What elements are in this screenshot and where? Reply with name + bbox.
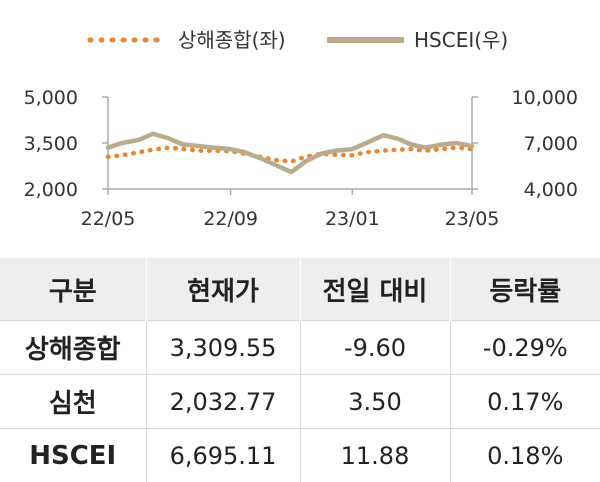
y-left-tick-label: 5,000 bbox=[24, 87, 78, 109]
row-name: 상해종합 bbox=[0, 321, 146, 375]
y-left-tick-label: 2,000 bbox=[24, 179, 78, 201]
table-row: HSCEI 6,695.11 11.88 0.18% bbox=[0, 429, 600, 482]
series-line-shanghai bbox=[108, 148, 472, 162]
x-tick-label: 23/05 bbox=[445, 208, 500, 230]
header-current-price: 현재가 bbox=[146, 258, 300, 321]
row-change: 11.88 bbox=[300, 429, 450, 482]
y-right-tick-label: 7,000 bbox=[524, 133, 578, 155]
y-left-tick-label: 3,500 bbox=[24, 133, 78, 155]
row-rate: -0.29% bbox=[450, 321, 600, 375]
row-change: 3.50 bbox=[300, 375, 450, 429]
row-price: 6,695.11 bbox=[146, 429, 300, 482]
header-category: 구분 bbox=[0, 258, 146, 321]
header-change: 전일 대비 bbox=[300, 258, 450, 321]
x-tick-label: 22/05 bbox=[81, 208, 136, 230]
row-name: HSCEI bbox=[0, 429, 146, 482]
index-line-chart: 상해종합(좌) HSCEI(우) 2,000 3,500 5,000 4,000 7,0… bbox=[0, 0, 600, 250]
row-change: -9.60 bbox=[300, 321, 450, 375]
y-right-tick-label: 4,000 bbox=[524, 179, 578, 201]
chart-series-layer bbox=[108, 134, 472, 173]
y-right-tick-label: 10,000 bbox=[512, 87, 578, 109]
legend-label-hscei: HSCEI(우) bbox=[414, 28, 508, 52]
row-price: 2,032.77 bbox=[146, 375, 300, 429]
table-row: 상해종합 3,309.55 -9.60 -0.29% bbox=[0, 321, 600, 375]
row-rate: 0.17% bbox=[450, 375, 600, 429]
row-price: 3,309.55 bbox=[146, 321, 300, 375]
table-header-row: 구분 현재가 전일 대비 등락률 bbox=[0, 258, 600, 321]
x-tick-label: 23/01 bbox=[325, 208, 380, 230]
index-quote-table: 구분 현재가 전일 대비 등락률 상해종합 3,309.55 -9.60 -0.… bbox=[0, 258, 600, 482]
row-name: 심천 bbox=[0, 375, 146, 429]
legend-label-shanghai: 상해종합(좌) bbox=[178, 28, 286, 52]
table-row: 심천 2,032.77 3.50 0.17% bbox=[0, 375, 600, 429]
x-tick-label: 22/09 bbox=[203, 208, 258, 230]
row-rate: 0.18% bbox=[450, 429, 600, 482]
header-change-rate: 등락률 bbox=[450, 258, 600, 321]
chart-legend: 상해종합(좌) HSCEI(우) bbox=[90, 28, 508, 52]
series-line-hscei bbox=[108, 134, 472, 172]
